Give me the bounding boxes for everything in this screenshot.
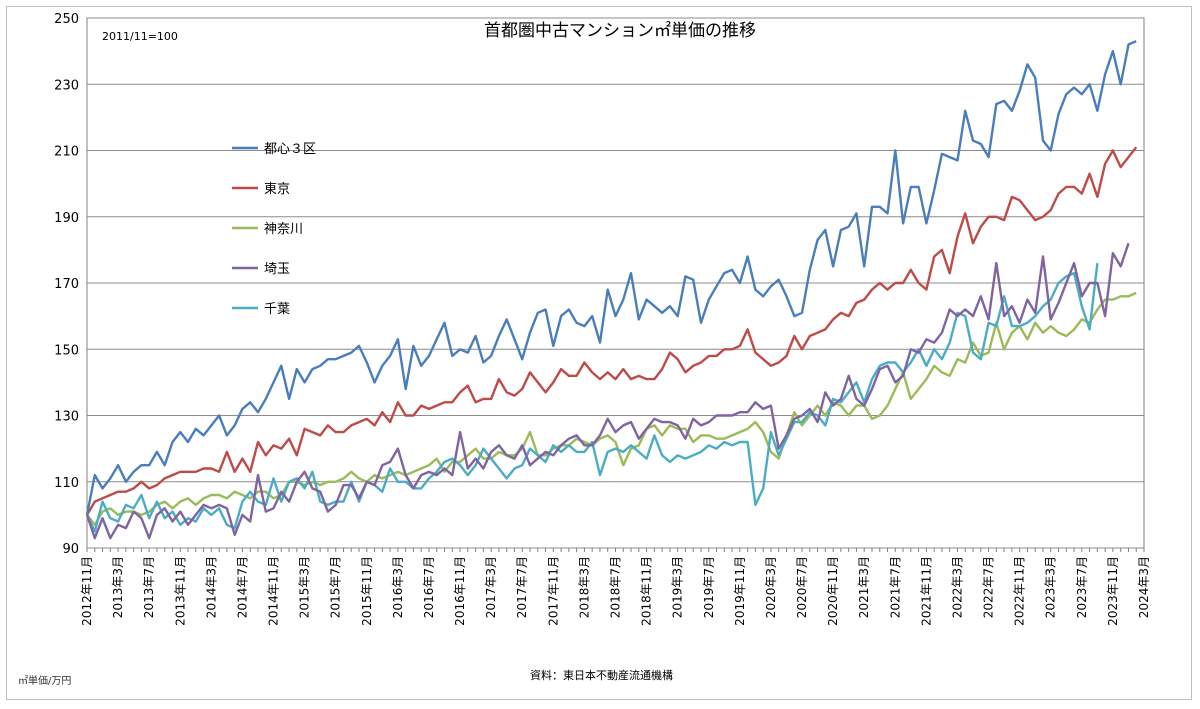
- x-tick-label: 2016年3月: [391, 556, 405, 618]
- x-tick-label: 2023年11月: [1106, 556, 1120, 626]
- source-label: 資料：東日本不動産流通機構: [530, 669, 673, 682]
- x-tick-label: 2014年7月: [235, 556, 249, 618]
- x-tick-label: 2018年3月: [577, 556, 591, 618]
- x-tick-label: 2022年7月: [982, 556, 996, 618]
- legend-label-2: 東京: [264, 181, 290, 197]
- x-tick-label: 2016年7月: [422, 556, 436, 618]
- x-tick-label: 2013年3月: [111, 556, 125, 618]
- legend-label-5: 千葉: [264, 302, 290, 317]
- legend-label-1: 都心３区: [264, 142, 316, 157]
- x-tick-label: 2021年11月: [919, 556, 933, 626]
- x-tick-label: 2017年3月: [484, 556, 498, 618]
- series-lines: [85, 40, 1138, 540]
- y-tick-label: 190: [54, 211, 79, 226]
- x-tick-label: 2012年11月: [80, 556, 94, 626]
- x-tick-label: 2017年7月: [515, 556, 529, 618]
- x-tick-label: 2016年11月: [453, 556, 467, 626]
- series-line-4: [85, 242, 1130, 540]
- chart-title: 首都圏中古マンション㎡単価の推移: [484, 21, 756, 41]
- x-tick-label: 2021年7月: [888, 556, 902, 618]
- x-tick-label: 2022年3月: [950, 556, 964, 618]
- y-tick-label: 170: [54, 277, 79, 292]
- x-tick-label: 2023年3月: [1044, 556, 1058, 618]
- x-tick-label: 2017年11月: [546, 556, 560, 626]
- x-tick-label: 2018年7月: [609, 556, 623, 618]
- y-tick-label: 150: [54, 343, 79, 358]
- unit-label: ㎡単価/万円: [18, 676, 72, 687]
- x-tick-label: 2020年7月: [795, 556, 809, 618]
- x-tick-label: 2014年3月: [204, 556, 218, 618]
- x-tick-label: 2020年3月: [764, 556, 778, 618]
- x-tick-label: 2019年11月: [733, 556, 747, 626]
- series-line-2: [85, 146, 1138, 516]
- x-tick-label: 2015年3月: [298, 556, 312, 618]
- x-tick-label: 2013年7月: [142, 556, 156, 618]
- x-tick-label: 2020年11月: [826, 556, 840, 626]
- x-tick-label: 2024年3月: [1137, 556, 1151, 618]
- x-tick-label: 2022年11月: [1013, 556, 1027, 626]
- x-tick-label: 2014年11月: [267, 556, 281, 626]
- series-line-1: [85, 40, 1137, 516]
- legend-label-3: 神奈川: [264, 222, 303, 237]
- base-note: 2011/11=100: [102, 30, 178, 43]
- series-line-5: [85, 262, 1099, 533]
- y-tick-label: 230: [54, 78, 79, 93]
- x-tick-label: 2013年11月: [173, 556, 187, 626]
- x-tick-label: 2023年7月: [1075, 556, 1089, 618]
- y-tick-label: 210: [54, 145, 79, 160]
- y-tick-label: 90: [62, 542, 79, 557]
- x-tick-label: 2019年3月: [671, 556, 685, 618]
- y-tick-label: 130: [54, 410, 79, 425]
- x-axis: 2012年11月 2013年3月 2013年7月 2013年11月 2014年3月 201…: [80, 548, 1151, 626]
- grid-lines: [86, 17, 1145, 549]
- x-tick-label: 2019年7月: [702, 556, 716, 618]
- x-tick-label: 2021年3月: [857, 556, 871, 618]
- y-tick-label: 110: [54, 476, 79, 491]
- series-line-3: [86, 291, 1137, 526]
- y-tick-label: 250: [54, 12, 79, 27]
- x-tick-label: 2015年7月: [329, 556, 343, 618]
- legend-label-4: 埼玉: [264, 262, 290, 277]
- x-tick-label: 2018年11月: [640, 556, 654, 626]
- chart-frame: [6, 6, 1192, 700]
- y-axis: 90 110 130 150 170 190 210 230 250: [54, 12, 79, 557]
- x-tick-label: 2015年11月: [360, 556, 374, 626]
